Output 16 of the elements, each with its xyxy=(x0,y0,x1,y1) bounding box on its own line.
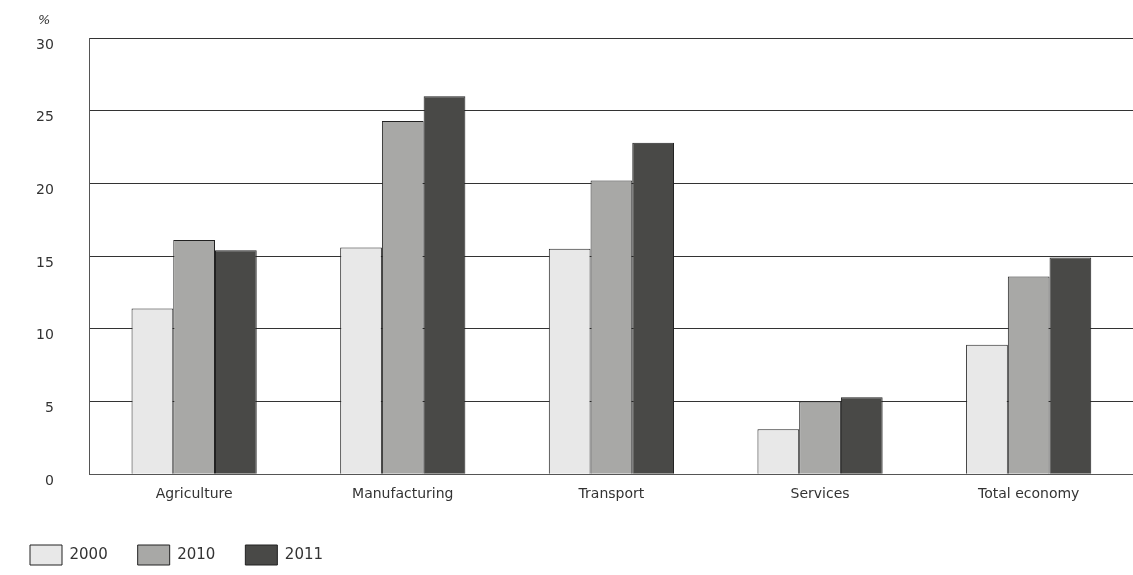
x-tick-label: Services xyxy=(790,485,850,502)
y-tick-label: 10 xyxy=(35,326,54,343)
y-axis-title: % xyxy=(38,12,51,27)
y-tick-label: 0 xyxy=(44,471,54,488)
x-tick-label: Transport xyxy=(577,485,645,502)
y-tick-label: 15 xyxy=(35,253,54,270)
y-tick-label: 5 xyxy=(44,399,54,416)
x-tick-label: Agriculture xyxy=(155,485,233,502)
x-tick-label: Total economy xyxy=(976,485,1080,502)
y-tick-label: 30 xyxy=(35,35,54,52)
y-tick-label: 25 xyxy=(35,108,54,125)
legend-label: 2010 xyxy=(177,544,216,563)
x-tick-label: Manufacturing xyxy=(352,485,454,502)
legend-label: 2011 xyxy=(284,544,324,563)
legend-label: 2000 xyxy=(69,544,108,563)
y-tick-label: 20 xyxy=(35,181,54,198)
